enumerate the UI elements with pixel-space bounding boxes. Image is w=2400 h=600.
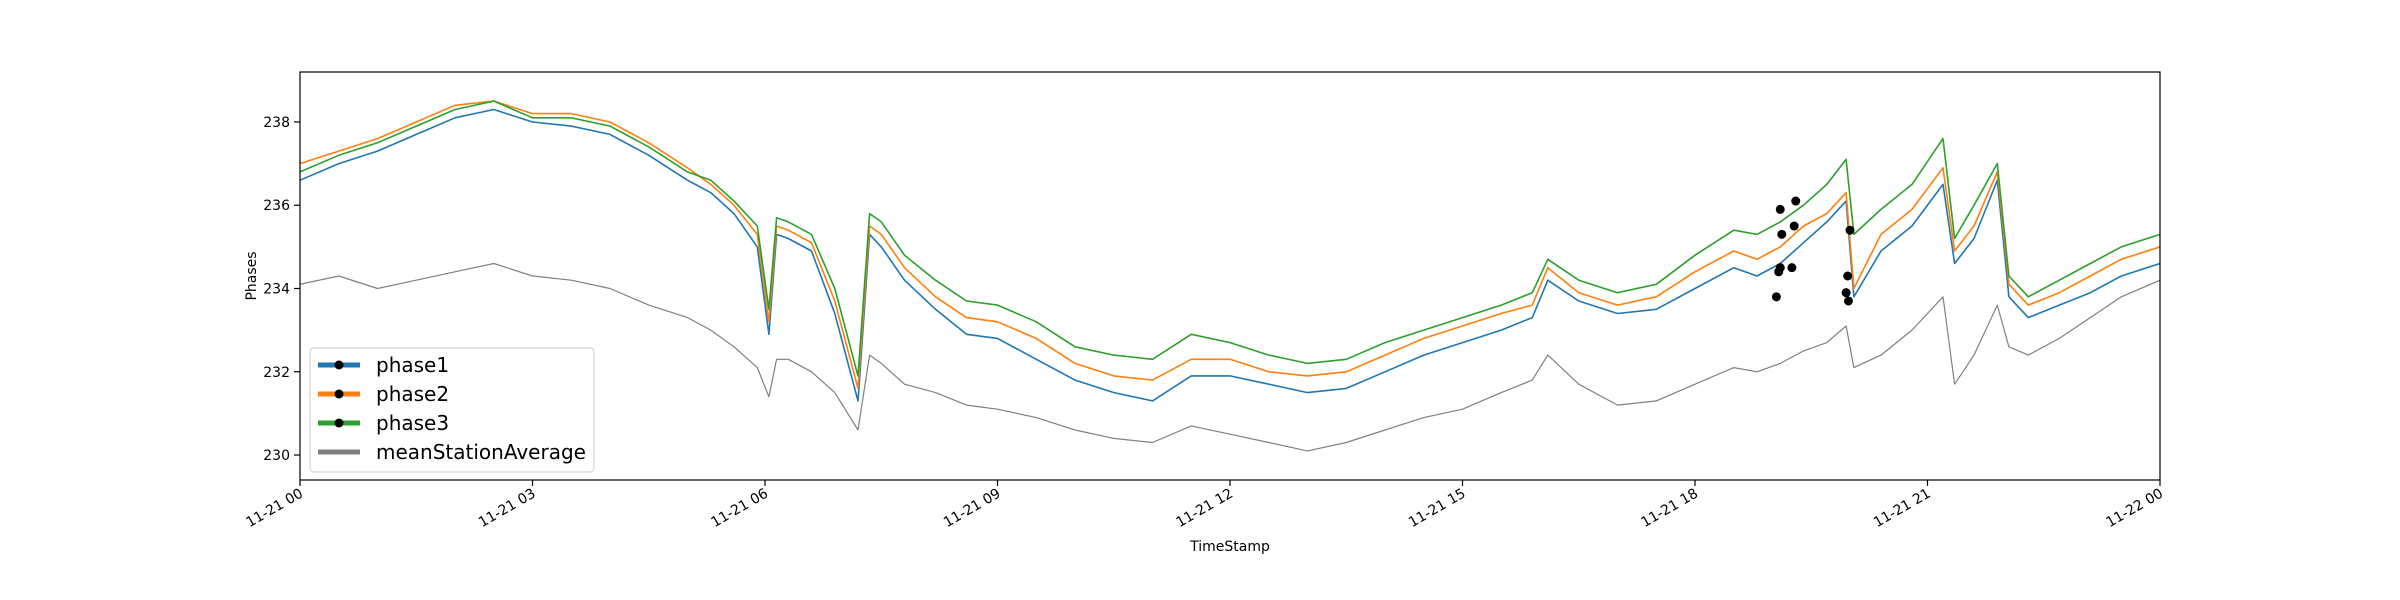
anomaly-marker-phase1	[1787, 263, 1797, 273]
series-layer	[300, 100, 2160, 452]
legend-box	[309, 347, 595, 473]
anomaly-marker-phase3	[1791, 196, 1801, 206]
legend-label-phase3: phase3	[376, 411, 449, 435]
legend-marker-phase1	[334, 360, 344, 370]
anomaly-marker-phase2	[1843, 296, 1853, 306]
y-axis-label: Phases	[244, 251, 260, 300]
legend-label-phase1: phase1	[376, 353, 449, 377]
anomaly-marker-phase1	[1771, 292, 1781, 302]
legend: phase1 phase2 phase3 meanStationAverage	[309, 347, 595, 473]
y-tick-label: 234	[263, 281, 290, 297]
series-line-phase1	[300, 108, 2160, 402]
anomaly-marker-phase3	[1775, 204, 1785, 214]
x-axis-label: TimeStamp	[1189, 539, 1270, 555]
anomaly-markers	[1771, 196, 1855, 306]
legend-marker-phase3	[334, 418, 344, 428]
anomaly-marker-phase1	[1841, 288, 1851, 298]
legend-marker-phase2	[334, 389, 344, 399]
y-tick-label: 230	[263, 448, 290, 464]
y-tick-label: 232	[263, 365, 290, 381]
anomaly-marker-phase3	[1777, 229, 1787, 239]
series-line-phase3	[300, 100, 2160, 377]
series-line-meanStationAverage	[300, 262, 2160, 452]
legend-label-meanStationAverage: meanStationAverage	[376, 440, 586, 464]
y-tick-label: 238	[263, 115, 290, 131]
anomaly-marker-phase3	[1845, 225, 1855, 235]
anomaly-marker-phase2	[1774, 267, 1784, 277]
anomaly-marker-phase1	[1843, 271, 1853, 281]
y-axis-ticks: 230 232 234 236 238	[263, 115, 300, 464]
legend-label-phase2: phase2	[376, 382, 449, 406]
anomaly-marker-phase2	[1789, 221, 1799, 231]
y-tick-label: 236	[263, 198, 290, 214]
